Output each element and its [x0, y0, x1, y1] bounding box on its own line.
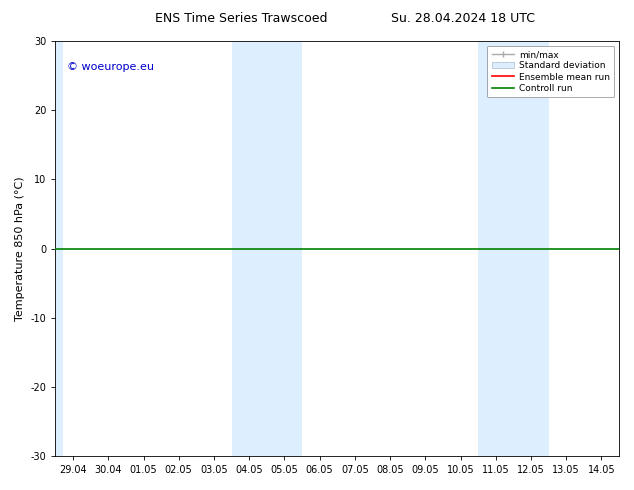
Bar: [55, 41, 63, 456]
Text: Su. 28.04.2024 18 UTC: Su. 28.04.2024 18 UTC: [391, 12, 535, 25]
Bar: [231, 41, 302, 456]
Y-axis label: Temperature 850 hPa (°C): Temperature 850 hPa (°C): [15, 176, 25, 321]
Bar: [478, 41, 548, 456]
Text: ENS Time Series Trawscoed: ENS Time Series Trawscoed: [155, 12, 327, 25]
Text: © woeurope.eu: © woeurope.eu: [67, 62, 153, 72]
Legend: min/max, Standard deviation, Ensemble mean run, Controll run: min/max, Standard deviation, Ensemble me…: [488, 46, 614, 98]
